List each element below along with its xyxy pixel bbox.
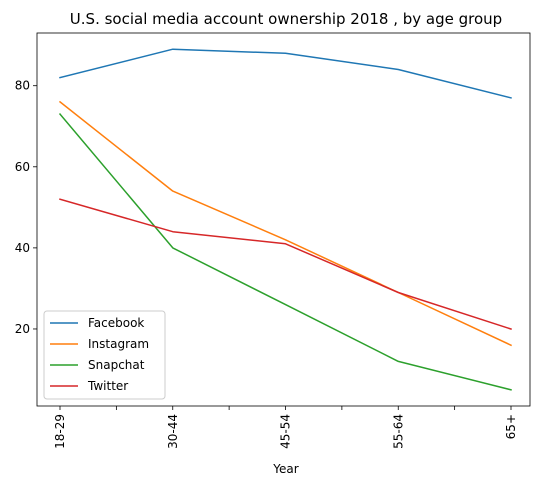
series-line-snapchat xyxy=(58,113,512,391)
y-tick-label: 80 xyxy=(15,79,30,93)
series-line-twitter xyxy=(59,198,512,330)
legend-label-snapchat: Snapchat xyxy=(88,358,145,372)
series-line-facebook xyxy=(59,48,512,99)
axes-frame xyxy=(36,32,531,407)
legend-label-twitter: Twitter xyxy=(87,379,128,393)
x-tick-label: 30-44 xyxy=(166,414,180,449)
y-tick-label: 20 xyxy=(15,322,30,336)
y-tick-label: 40 xyxy=(15,241,30,255)
legend-box xyxy=(43,310,166,400)
legend-label-facebook: Facebook xyxy=(88,316,144,330)
x-tick-label: 55-64 xyxy=(391,414,405,449)
chart-title: U.S. social media account ownership 2018… xyxy=(70,10,502,28)
x-tick-label: 65+ xyxy=(504,414,518,439)
x-tick-label: 45-54 xyxy=(279,414,293,449)
plot-area: 20 40 60 80 18-29 30-44 45-54 55-64 65+ Facebook I… xyxy=(15,32,531,449)
x-tick-label: 18-29 xyxy=(53,414,67,449)
x-axis-label: Year xyxy=(272,462,298,476)
series-line-instagram xyxy=(58,100,512,347)
legend-label-instagram: Instagram xyxy=(88,337,149,351)
y-tick-label: 60 xyxy=(15,160,30,174)
